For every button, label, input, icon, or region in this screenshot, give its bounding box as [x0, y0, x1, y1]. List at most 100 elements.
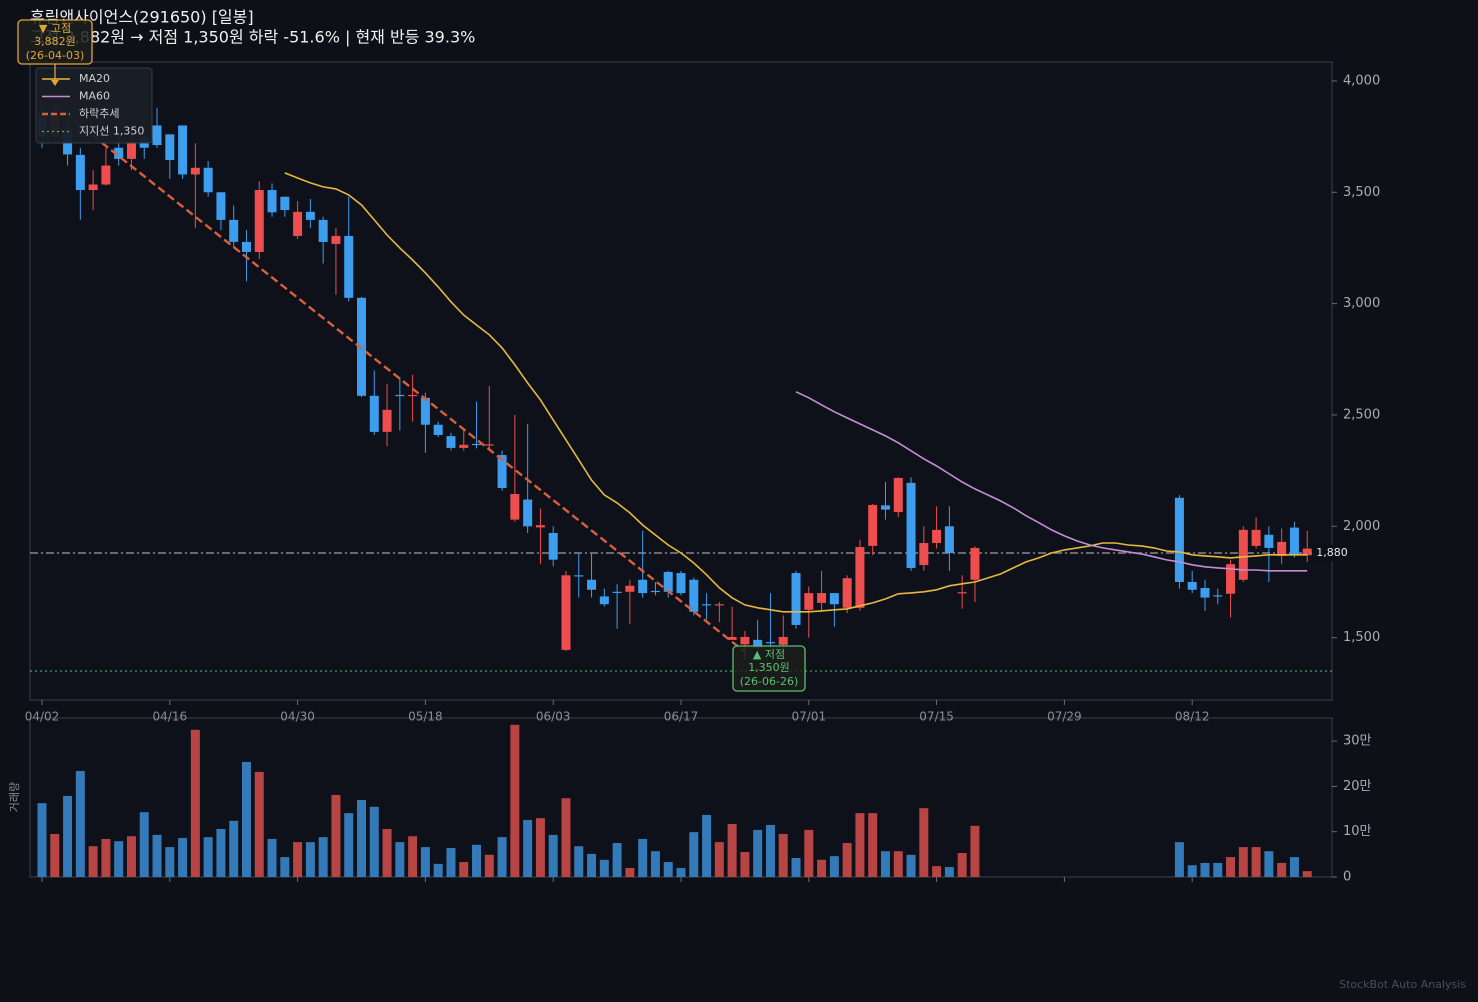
volume-bar [599, 859, 609, 877]
annotation-title: ▲ 저점 [753, 648, 785, 661]
y-tick-label: 3,000 [1343, 296, 1380, 311]
volume-bar [804, 829, 814, 877]
candle-body [612, 591, 622, 593]
volume-bar [714, 842, 724, 877]
legend-label: 지지선 1,350 [79, 125, 144, 138]
annotation-price: 1,350원 [748, 661, 790, 674]
candle-body [638, 579, 648, 594]
candle-body [459, 444, 469, 448]
candle-body [318, 219, 328, 242]
candle-body [126, 143, 136, 159]
candle-body [753, 639, 763, 648]
volume-bar [216, 828, 226, 877]
volume-bar [1264, 851, 1274, 877]
candle-body [420, 397, 430, 425]
candle-body [919, 543, 929, 566]
volume-bar [523, 819, 533, 877]
volume-bar [689, 832, 699, 877]
candle-body [1264, 534, 1274, 548]
volume-bar [75, 771, 85, 877]
candle-body [1174, 497, 1184, 582]
candle-body [472, 443, 482, 446]
volume-bar [650, 851, 660, 877]
candle-body [714, 604, 724, 606]
candle-body [740, 636, 750, 645]
candle-body [523, 499, 533, 527]
plot-layer [30, 103, 1332, 877]
x-tick-label: 08/12 [1175, 710, 1210, 724]
candle-body [880, 505, 890, 510]
volume-bar [369, 806, 379, 877]
candle-body [254, 190, 264, 252]
volume-bar [612, 843, 622, 877]
volume-bar [753, 829, 763, 877]
candle-body [727, 636, 737, 640]
candle-body [267, 190, 277, 213]
candle-body [650, 590, 660, 593]
volume-bar [880, 851, 890, 877]
volume-bar [817, 859, 827, 877]
x-tick-label: 04/02 [25, 710, 60, 724]
x-tick-label: 04/16 [153, 710, 188, 724]
y-tick-label: 1,500 [1343, 630, 1380, 645]
annotation-arrowhead [51, 80, 59, 86]
candle-body [663, 571, 673, 592]
volume-bar [868, 813, 878, 877]
volume-bar [663, 862, 673, 877]
candle-body [395, 394, 405, 397]
volume-bar [932, 866, 942, 877]
candle-body [446, 436, 456, 448]
volume-bar [472, 844, 482, 877]
footer: StockBot Auto Analysis [1339, 978, 1466, 991]
candle-body [280, 196, 290, 211]
candle-body [970, 547, 980, 580]
candle-body [203, 167, 213, 193]
volume-bar [433, 863, 443, 877]
volume-bar [203, 837, 213, 877]
volume-bar [152, 834, 162, 877]
volume-bar [1174, 842, 1184, 877]
volume-bar [970, 825, 980, 877]
candle-body [932, 529, 942, 544]
volume-y-tick-label: 20만 [1343, 779, 1372, 794]
volume-bar [126, 836, 136, 877]
candle-body [587, 579, 597, 590]
annotation-price: 3,882원 [34, 35, 76, 48]
volume-bar [638, 838, 648, 877]
candle-body [152, 125, 162, 146]
volume-bar [293, 842, 303, 877]
volume-y-tick-label: 10만 [1343, 824, 1372, 839]
legend-label: 하락추세 [79, 106, 119, 120]
candle-body [689, 579, 699, 612]
volume-bar [305, 842, 315, 877]
x-tick-label: 06/03 [536, 710, 571, 724]
volume-bar [88, 846, 98, 877]
volume-bar [765, 824, 775, 877]
candle-body [957, 592, 967, 594]
volume-bar [702, 814, 712, 877]
candle-body [114, 147, 124, 159]
volume-bar [190, 729, 200, 877]
annotation-title: ▼ 고점 [39, 22, 71, 35]
annotation-date: (26-06-26) [740, 675, 799, 688]
volume-bar [101, 838, 111, 877]
candle-body [190, 167, 200, 175]
volume-bar [548, 834, 558, 877]
candle-body [893, 477, 903, 513]
annotation-date: (26-04-03) [26, 49, 85, 62]
candle-body [778, 636, 788, 645]
x-tick-label: 04/30 [280, 710, 315, 724]
x-tick-label: 07/01 [792, 710, 827, 724]
volume-bar [1200, 862, 1210, 877]
volume-bar [420, 847, 430, 877]
volume-bar [408, 836, 418, 877]
volume-bar [446, 848, 456, 877]
candle-body [344, 235, 354, 298]
trend-line [54, 104, 746, 653]
volume-bar [241, 761, 251, 877]
volume-bar [1251, 847, 1261, 877]
y-tick-label: 2,000 [1343, 519, 1380, 534]
candle-body [906, 482, 916, 568]
candle-body [510, 494, 520, 520]
